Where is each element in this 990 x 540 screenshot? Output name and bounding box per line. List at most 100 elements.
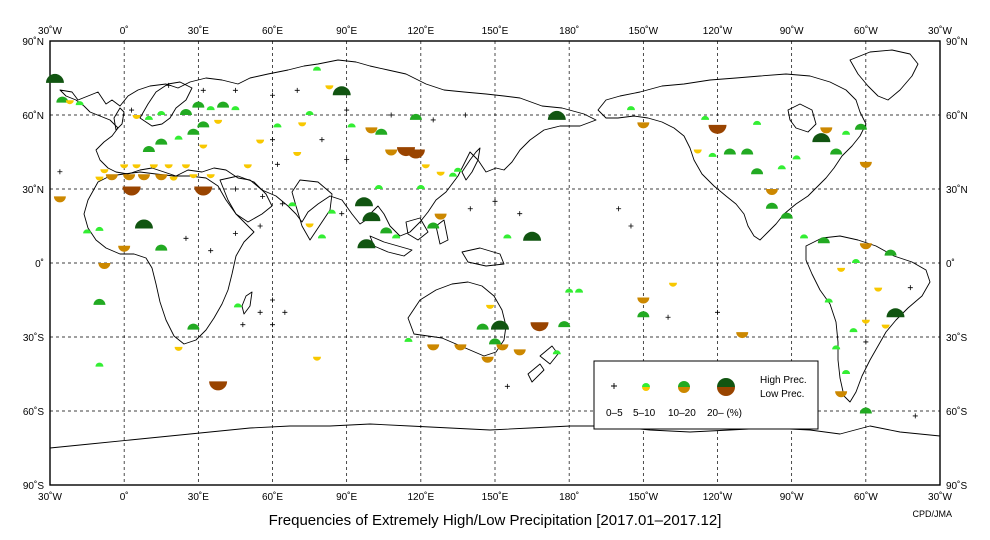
high-precip-marker (812, 133, 831, 143)
high-precip-marker (523, 231, 542, 241)
plus-marker (388, 112, 394, 118)
plus-marker (504, 383, 510, 389)
lon-tick-label: 120˚W (703, 25, 733, 37)
high-precip-marker (547, 110, 566, 120)
high-precip-marker (453, 167, 462, 172)
high-precip-marker (45, 73, 64, 83)
plus-marker (344, 156, 350, 162)
low-precip-marker (530, 322, 549, 332)
low-precip-marker (189, 174, 198, 179)
low-precip-marker (385, 149, 398, 156)
legend-high-symbol (678, 381, 690, 387)
high-precip-marker (155, 244, 168, 251)
high-precip-marker (490, 320, 509, 330)
plus-marker (129, 107, 135, 113)
plus-marker (344, 107, 350, 113)
latitude-labels-left: 90˚N 60˚N 30˚N 0˚ 30˚S 60˚S 90˚S (22, 36, 44, 492)
plus-marker (270, 92, 275, 98)
legend-class-2: 5–10 (633, 408, 656, 419)
high-precip-marker (95, 362, 104, 367)
high-precip-marker (288, 202, 297, 207)
legend-low-symbol (678, 387, 690, 393)
high-precip-marker (155, 138, 168, 145)
high-precip-marker (886, 308, 905, 318)
low-precip-marker (181, 164, 190, 169)
plus-marker (200, 87, 206, 93)
high-precip-marker (206, 106, 215, 111)
high-precip-marker (751, 168, 764, 175)
lon-tick-label: 90˚E (336, 491, 357, 503)
low-precip-marker (436, 171, 445, 176)
low-precip-marker (669, 282, 677, 287)
low-precip-marker (95, 176, 104, 181)
legend-class-1: 0–5 (606, 408, 623, 419)
plus-marker (715, 309, 720, 315)
lon-tick-label: 30˚W (38, 491, 62, 503)
high-precip-marker (558, 321, 571, 328)
plus-marker (257, 309, 263, 315)
longitude-labels-top: 30˚W 0˚ 30˚E 60˚E 90˚E 120˚E 150˚E 180˚ 150˚W 120… (38, 25, 952, 37)
high-precip-marker (708, 152, 717, 157)
high-precip-marker (765, 202, 778, 209)
low-precip-marker (513, 349, 526, 356)
low-precip-marker (98, 263, 111, 269)
high-precip-marker (849, 328, 858, 333)
lat-tick-label: 90˚N (946, 36, 968, 48)
plus-marker (282, 309, 288, 315)
low-precip-marker (861, 319, 870, 324)
low-precip-marker (132, 164, 141, 169)
credit-label: CPD/JMA (912, 509, 952, 519)
lat-tick-label: 60˚S (23, 406, 44, 418)
high-precip-marker (142, 146, 155, 152)
high-precip-marker (197, 121, 210, 128)
high-precip-marker (192, 101, 205, 108)
low-precip-marker (637, 297, 650, 304)
low-precip-marker (305, 223, 314, 228)
low-precip-marker (496, 344, 509, 351)
high-precip-marker (83, 229, 92, 234)
legend-high-label: High Prec. (760, 375, 807, 386)
high-precip-marker (187, 323, 200, 330)
lat-tick-label: 90˚S (23, 480, 44, 492)
high-precip-marker (832, 345, 841, 350)
low-precip-marker (765, 189, 778, 195)
low-precip-marker (137, 174, 150, 181)
low-precip-marker (837, 267, 846, 272)
high-precip-marker (575, 288, 584, 293)
plus-marker (166, 82, 172, 88)
lat-tick-label: 90˚S (946, 480, 967, 492)
low-precip-marker (194, 186, 213, 196)
legend-high-symbol (717, 378, 735, 387)
lon-tick-label: 30˚W (38, 25, 62, 37)
lon-tick-label: 120˚E (407, 25, 434, 37)
low-precip-marker (693, 149, 702, 154)
high-precip-marker (392, 234, 401, 239)
plus-marker (462, 112, 468, 118)
legend-low-label: Low Prec. (760, 389, 804, 400)
lon-tick-label: 60˚E (262, 25, 283, 37)
plus-marker (232, 87, 238, 93)
high-precip-marker (777, 165, 786, 170)
plus-marker (319, 137, 325, 143)
low-precip-marker (122, 186, 141, 196)
plus-marker (240, 322, 246, 328)
high-precip-marker (231, 106, 240, 111)
plus-marker (339, 211, 345, 217)
lat-tick-label: 30˚S (946, 332, 967, 344)
legend-class-4: 20– (%) (707, 408, 742, 419)
lon-tick-label: 90˚W (780, 25, 804, 37)
high-precip-marker (780, 212, 793, 219)
low-precip-marker (365, 127, 378, 134)
low-precip-marker (434, 213, 447, 220)
low-precip-marker (859, 243, 872, 250)
high-precip-marker (476, 323, 489, 330)
lat-tick-label: 0˚ (946, 258, 955, 270)
high-precip-marker (187, 128, 200, 135)
low-precip-marker (820, 127, 833, 134)
low-precip-marker (406, 149, 425, 159)
high-precip-marker (375, 128, 388, 135)
high-precip-marker (854, 123, 867, 130)
high-precip-marker (851, 259, 860, 263)
high-precip-marker (800, 234, 809, 239)
lat-tick-label: 90˚N (22, 36, 44, 48)
